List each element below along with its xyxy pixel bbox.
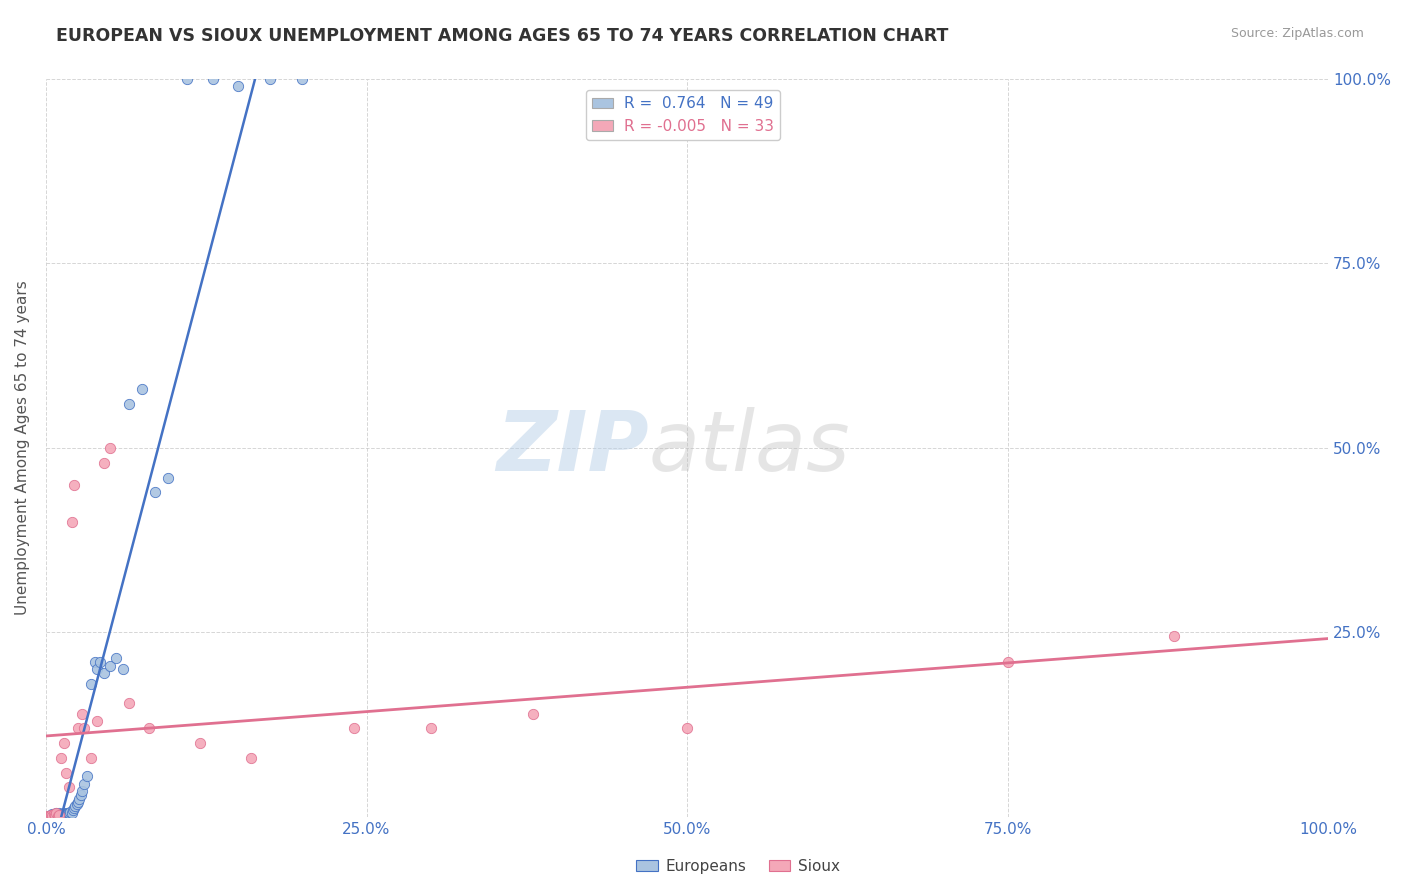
Point [49,808,72,822]
Point [60,806,83,821]
Point [52,806,75,821]
Point [60,515,83,529]
Point [42,807,65,822]
Point [80,751,103,765]
Point [53,807,76,822]
Point [41,807,63,822]
Point [676,722,699,736]
Point [66,795,89,809]
Text: EUROPEAN VS SIOUX UNEMPLOYMENT AMONG AGES 65 TO 74 YEARS CORRELATION CHART: EUROPEAN VS SIOUX UNEMPLOYMENT AMONG AGE… [56,27,949,45]
Y-axis label: Unemployment Among Ages 65 to 74 years: Unemployment Among Ages 65 to 74 years [15,281,30,615]
Point [70,706,93,721]
Point [80,677,103,691]
Point [69,788,91,802]
Point [98,441,121,455]
Point [188,736,211,750]
Point [111,662,134,676]
Point [93,666,115,681]
Point [39,807,62,822]
Point [522,706,544,721]
Point [44,807,66,822]
Point [45,806,67,821]
Point [38,808,60,822]
Point [76,769,98,783]
Point [226,79,249,94]
Point [259,72,281,87]
Point [93,456,115,470]
Point [55,765,77,780]
Point [70,784,93,798]
Point [58,806,80,821]
Point [41,808,63,822]
Point [201,72,224,87]
Point [48,807,70,822]
Point [41,809,63,823]
Point [38,809,60,823]
Point [48,805,70,820]
Point [45,806,67,821]
Text: Source: ZipAtlas.com: Source: ZipAtlas.com [1230,27,1364,40]
Point [62,803,84,817]
Point [44,807,66,822]
Point [66,797,89,811]
Point [48,807,70,822]
Point [240,751,263,765]
Point [997,655,1019,669]
Point [45,809,67,823]
Point [58,780,80,795]
Point [83,655,105,669]
Point [105,651,128,665]
Point [59,805,82,819]
Point [118,696,141,710]
Point [52,807,75,822]
Point [38,808,60,822]
Point [73,722,96,736]
Point [118,397,141,411]
Point [176,72,198,87]
Point [86,714,108,728]
Point [37,809,59,823]
Point [1163,629,1185,643]
Text: ZIP: ZIP [496,408,648,489]
Point [42,808,65,822]
Point [46,808,69,822]
Point [291,72,314,87]
Point [46,808,69,822]
Point [343,722,366,736]
Point [89,655,111,669]
Point [56,805,79,820]
Point [51,807,73,822]
Text: atlas: atlas [648,408,851,489]
Point [55,807,77,822]
Point [52,736,75,750]
Point [156,470,179,484]
Point [86,662,108,676]
Point [73,777,96,791]
Point [419,722,441,736]
Legend: Europeans, Sioux: Europeans, Sioux [630,853,846,880]
Point [66,722,89,736]
Point [143,485,166,500]
Point [38,809,60,823]
Point [67,791,90,805]
Point [131,382,153,396]
Legend: R =  0.764   N = 49, R = -0.005   N = 33: R = 0.764 N = 49, R = -0.005 N = 33 [586,90,780,140]
Point [63,801,86,815]
Point [39,807,62,822]
Point [98,658,121,673]
Point [138,722,160,736]
Point [51,751,73,765]
Point [65,799,87,814]
Point [63,478,86,492]
